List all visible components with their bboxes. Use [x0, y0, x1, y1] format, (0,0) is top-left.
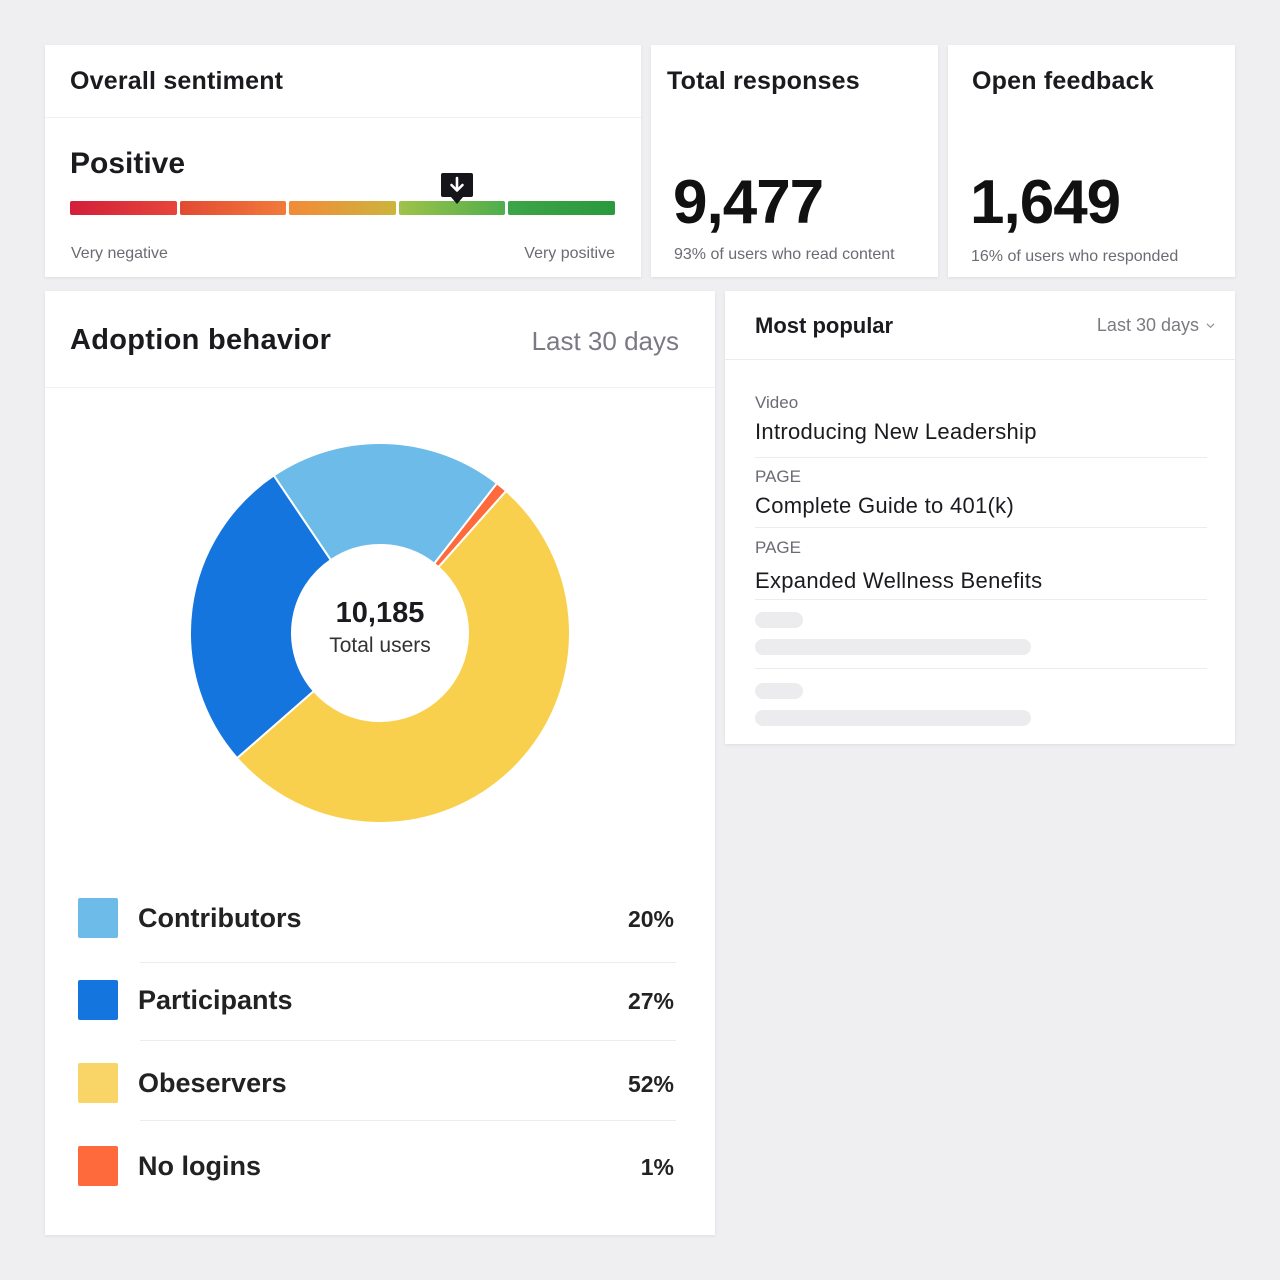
- total-responses-card: Total responses 9,477 93% of users who r…: [651, 45, 938, 277]
- loading-placeholder: [755, 683, 803, 699]
- scale-segment-1: [70, 201, 177, 215]
- legend-value: 20%: [627, 906, 674, 932]
- donut-center: 10,185 Total users: [290, 597, 470, 658]
- responses-title: Total responses: [667, 67, 860, 95]
- feedback-title: Open feedback: [972, 67, 1154, 95]
- legend-label: Participants: [138, 985, 293, 1015]
- divider: [755, 527, 1207, 528]
- divider: [140, 1040, 676, 1041]
- divider: [755, 457, 1207, 458]
- divider: [140, 1120, 676, 1121]
- divider: [140, 962, 676, 963]
- loading-placeholder: [755, 612, 803, 628]
- sentiment-value: Positive: [70, 147, 186, 180]
- loading-placeholder: [755, 639, 1031, 655]
- chevron-down-icon[interactable]: [1206, 321, 1215, 330]
- popular-item[interactable]: Video Introducing New Leadership: [755, 393, 1207, 445]
- scale-segment-4: [398, 201, 506, 215]
- legend-value: 52%: [627, 1071, 674, 1097]
- legend-swatch: [78, 980, 118, 1020]
- adoption-title: Adoption behavior: [70, 324, 332, 356]
- popular-range-dropdown[interactable]: Last 30 days: [1096, 315, 1199, 335]
- legend-value: 27%: [627, 988, 674, 1014]
- popular-item[interactable]: PAGE Complete Guide to 401(k): [755, 467, 1207, 519]
- item-type: PAGE: [755, 538, 801, 557]
- feedback-subtitle: 16% of users who responded: [971, 248, 1179, 265]
- scale-segment-5: [508, 201, 615, 215]
- divider: [45, 387, 715, 388]
- open-feedback-card: Open feedback 1,649 16% of users who res…: [948, 45, 1235, 277]
- scale-segment-2: [179, 201, 287, 215]
- item-title[interactable]: Complete Guide to 401(k): [755, 493, 1015, 518]
- most-popular-card: Most popular Last 30 days Video Introduc…: [725, 291, 1235, 744]
- divider: [725, 359, 1235, 360]
- sentiment-title: Overall sentiment: [70, 67, 284, 95]
- legend-swatch: [78, 1063, 118, 1103]
- item-title[interactable]: Expanded Wellness Benefits: [755, 568, 1043, 593]
- popular-item[interactable]: PAGE Expanded Wellness Benefits: [755, 538, 1207, 594]
- legend-label: No logins: [138, 1151, 261, 1181]
- donut-slice-contributors[interactable]: [272, 443, 499, 566]
- adoption-range[interactable]: Last 30 days: [531, 326, 679, 356]
- legend-swatch: [78, 1146, 118, 1186]
- scale-segment-3: [289, 201, 396, 215]
- legend-label: Contributors: [138, 903, 302, 933]
- popular-title: Most popular: [755, 313, 894, 338]
- feedback-value: 1,649: [970, 168, 1121, 237]
- sentiment-card: Overall sentiment Positive Very negative…: [45, 45, 641, 277]
- sentiment-scale: [70, 201, 615, 215]
- legend-item-no-logins: No logins 1%: [78, 1146, 674, 1186]
- donut-slice-obeservers[interactable]: [235, 489, 570, 823]
- donut-slice-participants[interactable]: [190, 474, 333, 760]
- scale-low-label: Very negative: [71, 245, 168, 262]
- legend-value: 1%: [640, 1154, 674, 1180]
- responses-subtitle: 93% of users who read content: [674, 246, 895, 263]
- item-title[interactable]: Introducing New Leadership: [755, 419, 1037, 444]
- responses-value: 9,477: [673, 168, 824, 237]
- legend-item-contributors: Contributors 20%: [78, 898, 674, 938]
- total-users-label: Total users: [329, 634, 431, 657]
- legend-item-observers: Obeservers 52%: [78, 1063, 674, 1103]
- legend-item-participants: Participants 27%: [78, 980, 674, 1020]
- divider: [755, 599, 1207, 600]
- adoption-card: Adoption behavior Last 30 days 10,185 To…: [45, 291, 715, 1235]
- legend-label: Obeservers: [138, 1068, 287, 1098]
- divider: [45, 117, 641, 118]
- legend-swatch: [78, 898, 118, 938]
- item-type: PAGE: [755, 467, 801, 486]
- divider: [755, 668, 1207, 669]
- loading-placeholder: [755, 710, 1031, 726]
- adoption-donut-chart: [190, 443, 570, 823]
- arrow-down-icon: [439, 171, 475, 207]
- item-type: Video: [755, 393, 799, 412]
- total-users-value: 10,185: [335, 597, 425, 629]
- scale-high-label: Very positive: [524, 245, 615, 262]
